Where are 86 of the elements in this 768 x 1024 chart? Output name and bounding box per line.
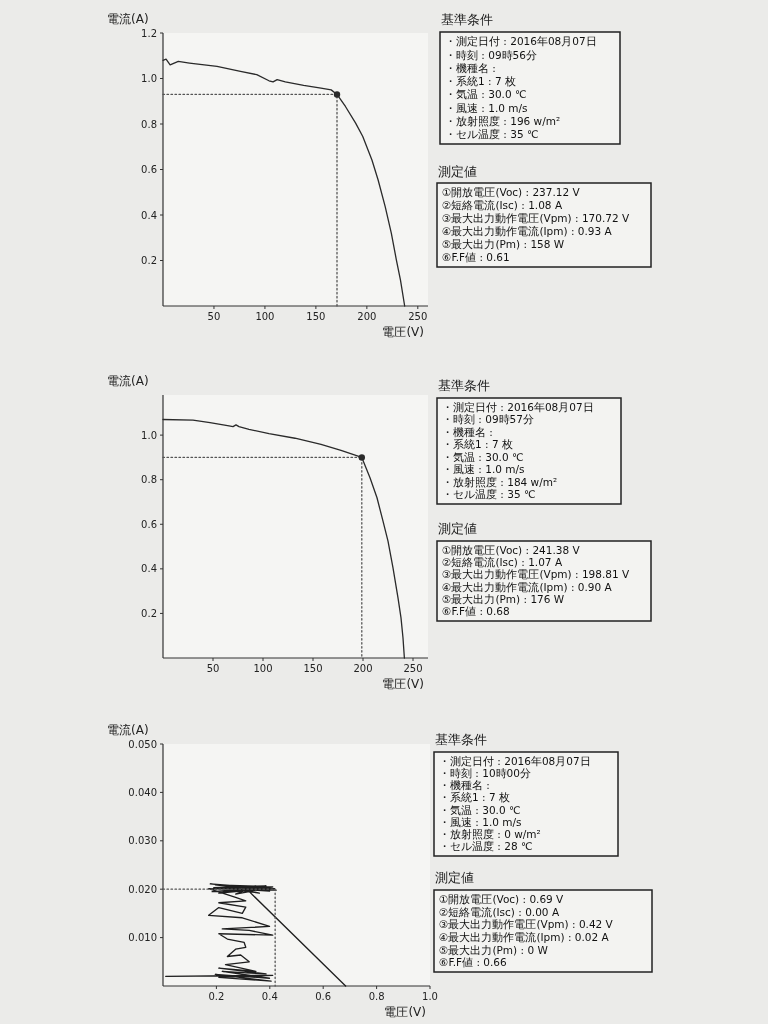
text: 測定値 bbox=[438, 164, 477, 179]
text: ⑥F.F値 : 0.68 bbox=[442, 605, 510, 618]
text: ・測定日付 : 2016年08月07日 bbox=[445, 35, 597, 48]
y-tick-label: 0.010 bbox=[128, 932, 157, 944]
text: ③最大出力動作電圧(Vpm) : 0.42 V bbox=[439, 918, 614, 931]
text: ④最大出力動作電流(Ipm) : 0.93 A bbox=[442, 225, 613, 238]
x-tick-label: 0.4 bbox=[261, 991, 278, 1002]
text: ⑤最大出力(Pm) : 176 W bbox=[442, 592, 565, 605]
text: ・機種名 : bbox=[442, 425, 493, 438]
text: ⑥F.F値 : 0.66 bbox=[439, 956, 508, 969]
text: ・系統1 : 7 枚 bbox=[439, 791, 510, 804]
text: ・機種名 : bbox=[445, 61, 496, 74]
text: ・時刻 : 10時00分 bbox=[439, 766, 531, 779]
text: 基準条件 bbox=[438, 378, 490, 393]
y-axis-title: 電流(A) bbox=[107, 374, 149, 388]
x-tick-label: 0.6 bbox=[315, 991, 332, 1002]
text: ・セル温度 : 35 ℃ bbox=[442, 488, 536, 501]
text: ②短絡電流(Isc) : 0.00 A bbox=[439, 905, 560, 918]
text: ①開放電圧(Voc) : 0.69 V bbox=[439, 892, 565, 905]
text: ④最大出力動作電流(Ipm) : 0.02 A bbox=[439, 930, 610, 943]
text: ・気温 : 30.0 ℃ bbox=[445, 88, 527, 101]
x-tick-label: 150 bbox=[303, 663, 323, 674]
x-tick-label: 250 bbox=[403, 663, 423, 674]
y-tick-label: 1.0 bbox=[141, 429, 157, 441]
y-tick-label: 1.0 bbox=[141, 73, 157, 84]
x-tick-label: 1.0 bbox=[422, 991, 438, 1002]
y-axis-title: 電流(A) bbox=[107, 12, 149, 26]
x-tick-label: 0.8 bbox=[368, 991, 385, 1002]
x-tick-label: 50 bbox=[206, 663, 220, 674]
y-tick-label: 0.020 bbox=[128, 883, 157, 895]
text: ・時刻 : 09時56分 bbox=[445, 48, 537, 61]
x-tick-label: 100 bbox=[253, 663, 273, 674]
text: ②短絡電流(Isc) : 1.07 A bbox=[442, 555, 563, 568]
x-tick-label: 250 bbox=[408, 311, 428, 322]
text: ・機種名 : bbox=[439, 779, 490, 792]
y-tick-label: 0.8 bbox=[141, 474, 157, 486]
x-axis-title: 電圧(V) bbox=[382, 677, 424, 691]
y-axis-title: 電流(A) bbox=[107, 723, 149, 737]
y-tick-label: 0.4 bbox=[141, 563, 157, 575]
text: ・気温 : 30.0 ℃ bbox=[442, 450, 524, 463]
text: ②短絡電流(Isc) : 1.08 A bbox=[442, 199, 563, 212]
y-tick-label: 0.4 bbox=[141, 209, 157, 221]
text: ③最大出力動作電圧(Vpm) : 198.81 V bbox=[442, 568, 630, 581]
y-tick-label: 0.8 bbox=[141, 118, 157, 130]
line-series bbox=[165, 883, 347, 987]
x-tick-label: 200 bbox=[353, 663, 373, 674]
text: ⑤最大出力(Pm) : 0 W bbox=[439, 943, 549, 956]
y-tick-label: 0.2 bbox=[141, 255, 157, 266]
text: ・セル温度 : 28 ℃ bbox=[439, 840, 533, 853]
x-tick-label: 50 bbox=[207, 311, 221, 322]
text: ・系統1 : 7 枚 bbox=[445, 75, 516, 88]
text: ・気温 : 30.0 ℃ bbox=[439, 803, 521, 816]
y-tick-label: 0.040 bbox=[128, 786, 157, 798]
text: 基準条件 bbox=[435, 732, 487, 747]
text: ①開放電圧(Voc) : 241.38 V bbox=[442, 543, 581, 556]
x-tick-label: 150 bbox=[306, 311, 326, 322]
y-tick-label: 0.030 bbox=[128, 835, 157, 847]
text: ・放射照度 : 196 w/m² bbox=[445, 114, 561, 127]
x-tick-label: 200 bbox=[357, 311, 377, 322]
text: ・測定日付 : 2016年08月07日 bbox=[442, 400, 594, 413]
text: ③最大出力動作電圧(Vpm) : 170.72 V bbox=[442, 212, 630, 225]
y-tick-label: 1.2 bbox=[141, 27, 157, 39]
x-tick-label: 100 bbox=[255, 311, 275, 322]
text: 基準条件 bbox=[441, 12, 493, 27]
text: ・風速 : 1.0 m/s bbox=[439, 815, 522, 828]
text: ・測定日付 : 2016年08月07日 bbox=[439, 754, 591, 767]
text: ⑥F.F値 : 0.61 bbox=[442, 251, 510, 264]
text: 測定値 bbox=[438, 521, 477, 536]
text: ・系統1 : 7 枚 bbox=[442, 438, 513, 451]
text: ①開放電圧(Voc) : 237.12 V bbox=[442, 186, 581, 199]
x-tick-label: 0.2 bbox=[208, 991, 225, 1002]
y-tick-label: 0.6 bbox=[141, 164, 157, 175]
text: ・セル温度 : 35 ℃ bbox=[445, 128, 539, 141]
text: ⑤最大出力(Pm) : 158 W bbox=[442, 238, 565, 251]
text: 測定値 bbox=[435, 870, 474, 885]
y-tick-label: 0.6 bbox=[141, 518, 157, 530]
x-axis-title: 電圧(V) bbox=[382, 325, 424, 339]
text: ・放射照度 : 0 w/m² bbox=[439, 828, 541, 841]
y-tick-label: 0.2 bbox=[141, 607, 157, 619]
text: ・風速 : 1.0 m/s bbox=[445, 101, 528, 114]
text: ・風速 : 1.0 m/s bbox=[442, 463, 525, 476]
x-axis-title: 電圧(V) bbox=[384, 1005, 426, 1019]
y-tick-label: 0.050 bbox=[128, 738, 157, 750]
text: ・放射照度 : 184 w/m² bbox=[442, 475, 558, 488]
text: ④最大出力動作電流(Ipm) : 0.90 A bbox=[442, 580, 613, 593]
text: ・時刻 : 09時57分 bbox=[442, 413, 534, 426]
